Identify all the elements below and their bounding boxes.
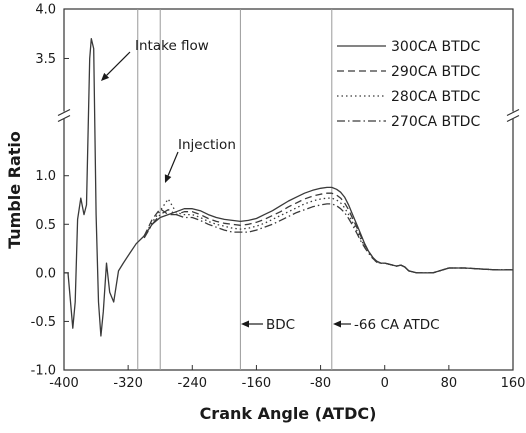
axis-break-gap [58,111,70,119]
x-tick-label: 160 [501,376,526,391]
y-tick-label: 3.5 [35,52,56,67]
legend: 300CA BTDC 290CA BTDC 280CA BTDC 270CA BTDC [337,39,480,130]
annotation-arrow-head [333,320,341,328]
annotation-label: BDC [266,317,295,333]
annotation-arrow-line [106,51,131,76]
legend-label: 270CA BTDC [391,114,480,130]
x-tick-label: -80 [310,376,331,391]
axis-break-mark [57,114,71,123]
annotation-arrow-head [164,174,172,183]
x-tick-label: -400 [49,376,79,391]
annotation-label: -66 CA ATDC [354,317,440,333]
axis-break [57,108,520,123]
annotation-label: Injection [178,137,236,153]
y-tick-label: 4.0 [35,3,56,18]
x-tick-label: 0 [381,376,389,391]
annotation-arrow-line [167,151,179,176]
vertical-reference-lines [137,9,333,370]
legend-label: 300CA BTDC [391,39,480,55]
x-axis-title: Crank Angle (ATDC) [200,404,377,423]
legend-label: 290CA BTDC [391,64,480,80]
x-tick-label: -160 [242,376,272,391]
y-tick-label: -1.0 [31,364,56,379]
x-tick-label: 80 [441,376,458,391]
axis-break-gap [507,111,519,119]
x-tick-label: -320 [113,376,143,391]
annotation-label: Intake flow [135,38,209,54]
series-line-3 [143,197,513,274]
axis-ticks: -400 -320 -240 -160 -80 0 80 160 -1.0 -0.5 0.0 0.5 1… [31,3,526,392]
legend-label: 280CA BTDC [391,89,480,105]
plot-frame [63,8,514,371]
series-lines [64,38,513,337]
series-line-1 [64,38,513,337]
annotations: Intake flow Injection BDC -66 CA ATDC [101,38,440,333]
x-tick-label: -240 [178,376,208,391]
annotation-arrow-head [101,72,110,81]
annotation-arrow-head [241,320,249,328]
y-tick-label: 1.0 [35,169,56,184]
series-line-4 [143,203,513,274]
axis-break-mark [506,108,520,117]
axis-break-mark [57,108,71,117]
y-tick-label: -0.5 [31,315,56,330]
plot-area-border [63,8,514,371]
y-tick-label: 0.5 [35,218,56,233]
axis-break-mark [506,114,520,123]
y-tick-label: 0.0 [35,266,56,281]
series-line-2 [143,192,513,274]
y-axis-title: Tumble Ratio [5,131,24,249]
